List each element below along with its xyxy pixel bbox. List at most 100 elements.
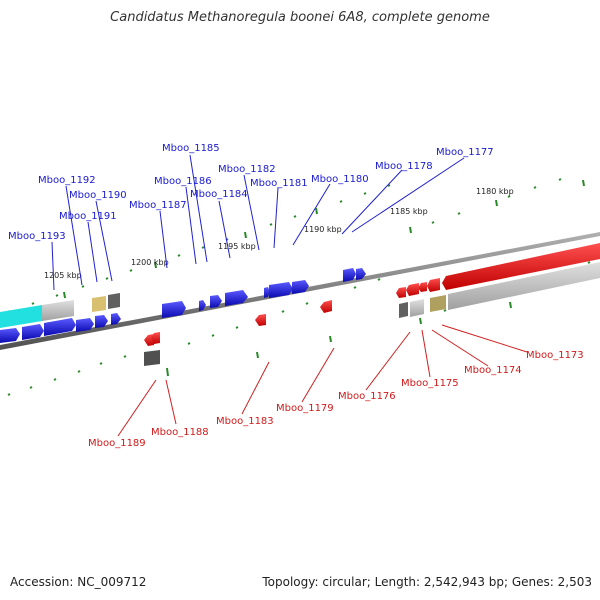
gene-label-mboo-1189[interactable]: Mboo_1189 — [88, 438, 146, 449]
gene-arrow-left[interactable] — [406, 283, 419, 296]
leader-line — [243, 174, 260, 251]
leader-line — [365, 331, 411, 391]
gene-label-mboo-1176[interactable]: Mboo_1176 — [338, 391, 396, 402]
gene-label-mboo-1185[interactable]: Mboo_1185 — [162, 143, 220, 154]
gene-label-mboo-1186[interactable]: Mboo_1186 — [154, 176, 212, 187]
gene-arrow-right[interactable] — [356, 268, 366, 280]
gene-arrow-right[interactable] — [22, 324, 44, 340]
tick-mark — [443, 309, 447, 312]
gene-arrow-right[interactable] — [343, 268, 356, 282]
gene-arrow-right[interactable] — [95, 315, 108, 328]
gene-label-mboo-1177[interactable]: Mboo_1177 — [436, 147, 494, 158]
gene-box[interactable] — [42, 300, 74, 321]
tick-mark — [457, 212, 461, 215]
leader-line — [273, 187, 279, 249]
tick-mark — [363, 192, 367, 195]
tick-mark — [53, 378, 57, 381]
gene-label-mboo-1193[interactable]: Mboo_1193 — [8, 231, 66, 242]
tick-mark — [77, 370, 81, 373]
gene-label-mboo-1188[interactable]: Mboo_1188 — [151, 427, 209, 438]
gene-arrow-right[interactable] — [0, 328, 20, 343]
tick-mark — [244, 231, 247, 239]
gene-label-mboo-1191[interactable]: Mboo_1191 — [59, 211, 117, 222]
tick-mark — [305, 302, 309, 305]
gene-label-mboo-1179[interactable]: Mboo_1179 — [276, 403, 334, 414]
gene-arrow-right[interactable] — [210, 295, 222, 308]
tick-mark — [123, 355, 127, 358]
leader-line — [241, 361, 270, 415]
tick-mark — [7, 393, 11, 396]
leader-line — [421, 329, 431, 378]
kbp-scale-labels: 1180 kbp 1185 kbp 1190 kbp 1195 kbp 1200… — [44, 187, 514, 280]
gene-arrow-right[interactable] — [269, 282, 293, 298]
gene-arrow-left[interactable] — [151, 332, 160, 344]
gene-arrow-left[interactable] — [442, 243, 600, 290]
gene-arrow-right[interactable] — [0, 305, 42, 328]
kbp-label: 1205 kbp — [44, 271, 82, 280]
gene-arrow-left[interactable] — [418, 282, 427, 292]
tick-mark — [339, 200, 343, 203]
gene-arrow-right[interactable] — [225, 290, 248, 306]
gene-arrow-left[interactable] — [255, 314, 266, 326]
gene-arrow-right[interactable] — [44, 318, 76, 336]
kbp-label: 1190 kbp — [304, 225, 342, 234]
leader-line — [159, 210, 168, 269]
gene-box[interactable] — [144, 350, 160, 366]
tick-mark — [533, 186, 537, 189]
gene-arrow-right[interactable] — [76, 318, 94, 332]
gene-arrow-right[interactable] — [264, 287, 270, 298]
gene-box[interactable] — [410, 299, 424, 317]
tick-mark — [211, 334, 215, 337]
leader-line — [117, 379, 157, 437]
gene-box[interactable] — [430, 295, 446, 312]
gene-box[interactable] — [399, 302, 408, 318]
gene-label-mboo-1184[interactable]: Mboo_1184 — [190, 189, 248, 200]
gene-label-mboo-1174[interactable]: Mboo_1174 — [464, 365, 522, 376]
tick-mark — [99, 362, 103, 365]
gene-label-mboo-1192[interactable]: Mboo_1192 — [38, 175, 96, 186]
tick-mark — [582, 179, 585, 187]
gene-arrow-left[interactable] — [320, 300, 332, 313]
gene-arrow-left[interactable] — [144, 334, 154, 346]
tick-mark — [256, 351, 259, 359]
tick-mark — [419, 317, 422, 325]
tick-mark — [507, 195, 511, 198]
gene-box[interactable] — [448, 262, 600, 310]
kbp-label: 1180 kbp — [476, 187, 514, 196]
gene-arrow-right[interactable] — [162, 301, 186, 318]
gene-label-mboo-1190[interactable]: Mboo_1190 — [69, 190, 127, 201]
leader-line — [218, 200, 231, 259]
upper-tick-row — [7, 178, 585, 313]
kbp-label: 1200 kbp — [131, 258, 169, 267]
tick-mark — [129, 269, 133, 272]
tick-mark — [31, 302, 35, 305]
gene-box[interactable] — [108, 293, 120, 309]
tick-mark — [315, 207, 318, 215]
forward-label-leaders — [51, 154, 465, 291]
leader-line — [301, 347, 335, 403]
kbp-label: 1195 kbp — [218, 242, 256, 251]
leader-line — [292, 183, 331, 246]
gene-arrow-right[interactable] — [199, 300, 206, 311]
gene-label-mboo-1183[interactable]: Mboo_1183 — [216, 416, 274, 427]
gene-label-mboo-1178[interactable]: Mboo_1178 — [375, 161, 433, 172]
gene-arrow-right[interactable] — [111, 313, 121, 325]
map-title: Candidatus Methanoregula boonei 6A8, com… — [110, 10, 490, 25]
leader-line — [185, 186, 197, 265]
kbp-label: 1185 kbp — [390, 207, 428, 216]
gene-arrow-right[interactable] — [292, 280, 309, 294]
gene-arrow-left[interactable] — [396, 287, 406, 298]
leader-line — [87, 221, 98, 283]
gene-label-mboo-1181[interactable]: Mboo_1181 — [250, 178, 308, 189]
gene-label-mboo-1173[interactable]: Mboo_1173 — [526, 350, 584, 361]
reverse-gene-labels: Mboo_1173 Mboo_1174 Mboo_1175 Mboo_1176 … — [88, 350, 584, 449]
gene-label-mboo-1175[interactable]: Mboo_1175 — [401, 378, 459, 389]
leader-line — [441, 324, 528, 353]
gene-label-mboo-1182[interactable]: Mboo_1182 — [218, 164, 276, 175]
leader-line — [51, 241, 55, 291]
gene-arrow-left[interactable] — [427, 278, 440, 292]
gene-label-mboo-1180[interactable]: Mboo_1180 — [311, 174, 369, 185]
gene-label-mboo-1187[interactable]: Mboo_1187 — [129, 200, 187, 211]
gene-box[interactable] — [92, 296, 106, 312]
